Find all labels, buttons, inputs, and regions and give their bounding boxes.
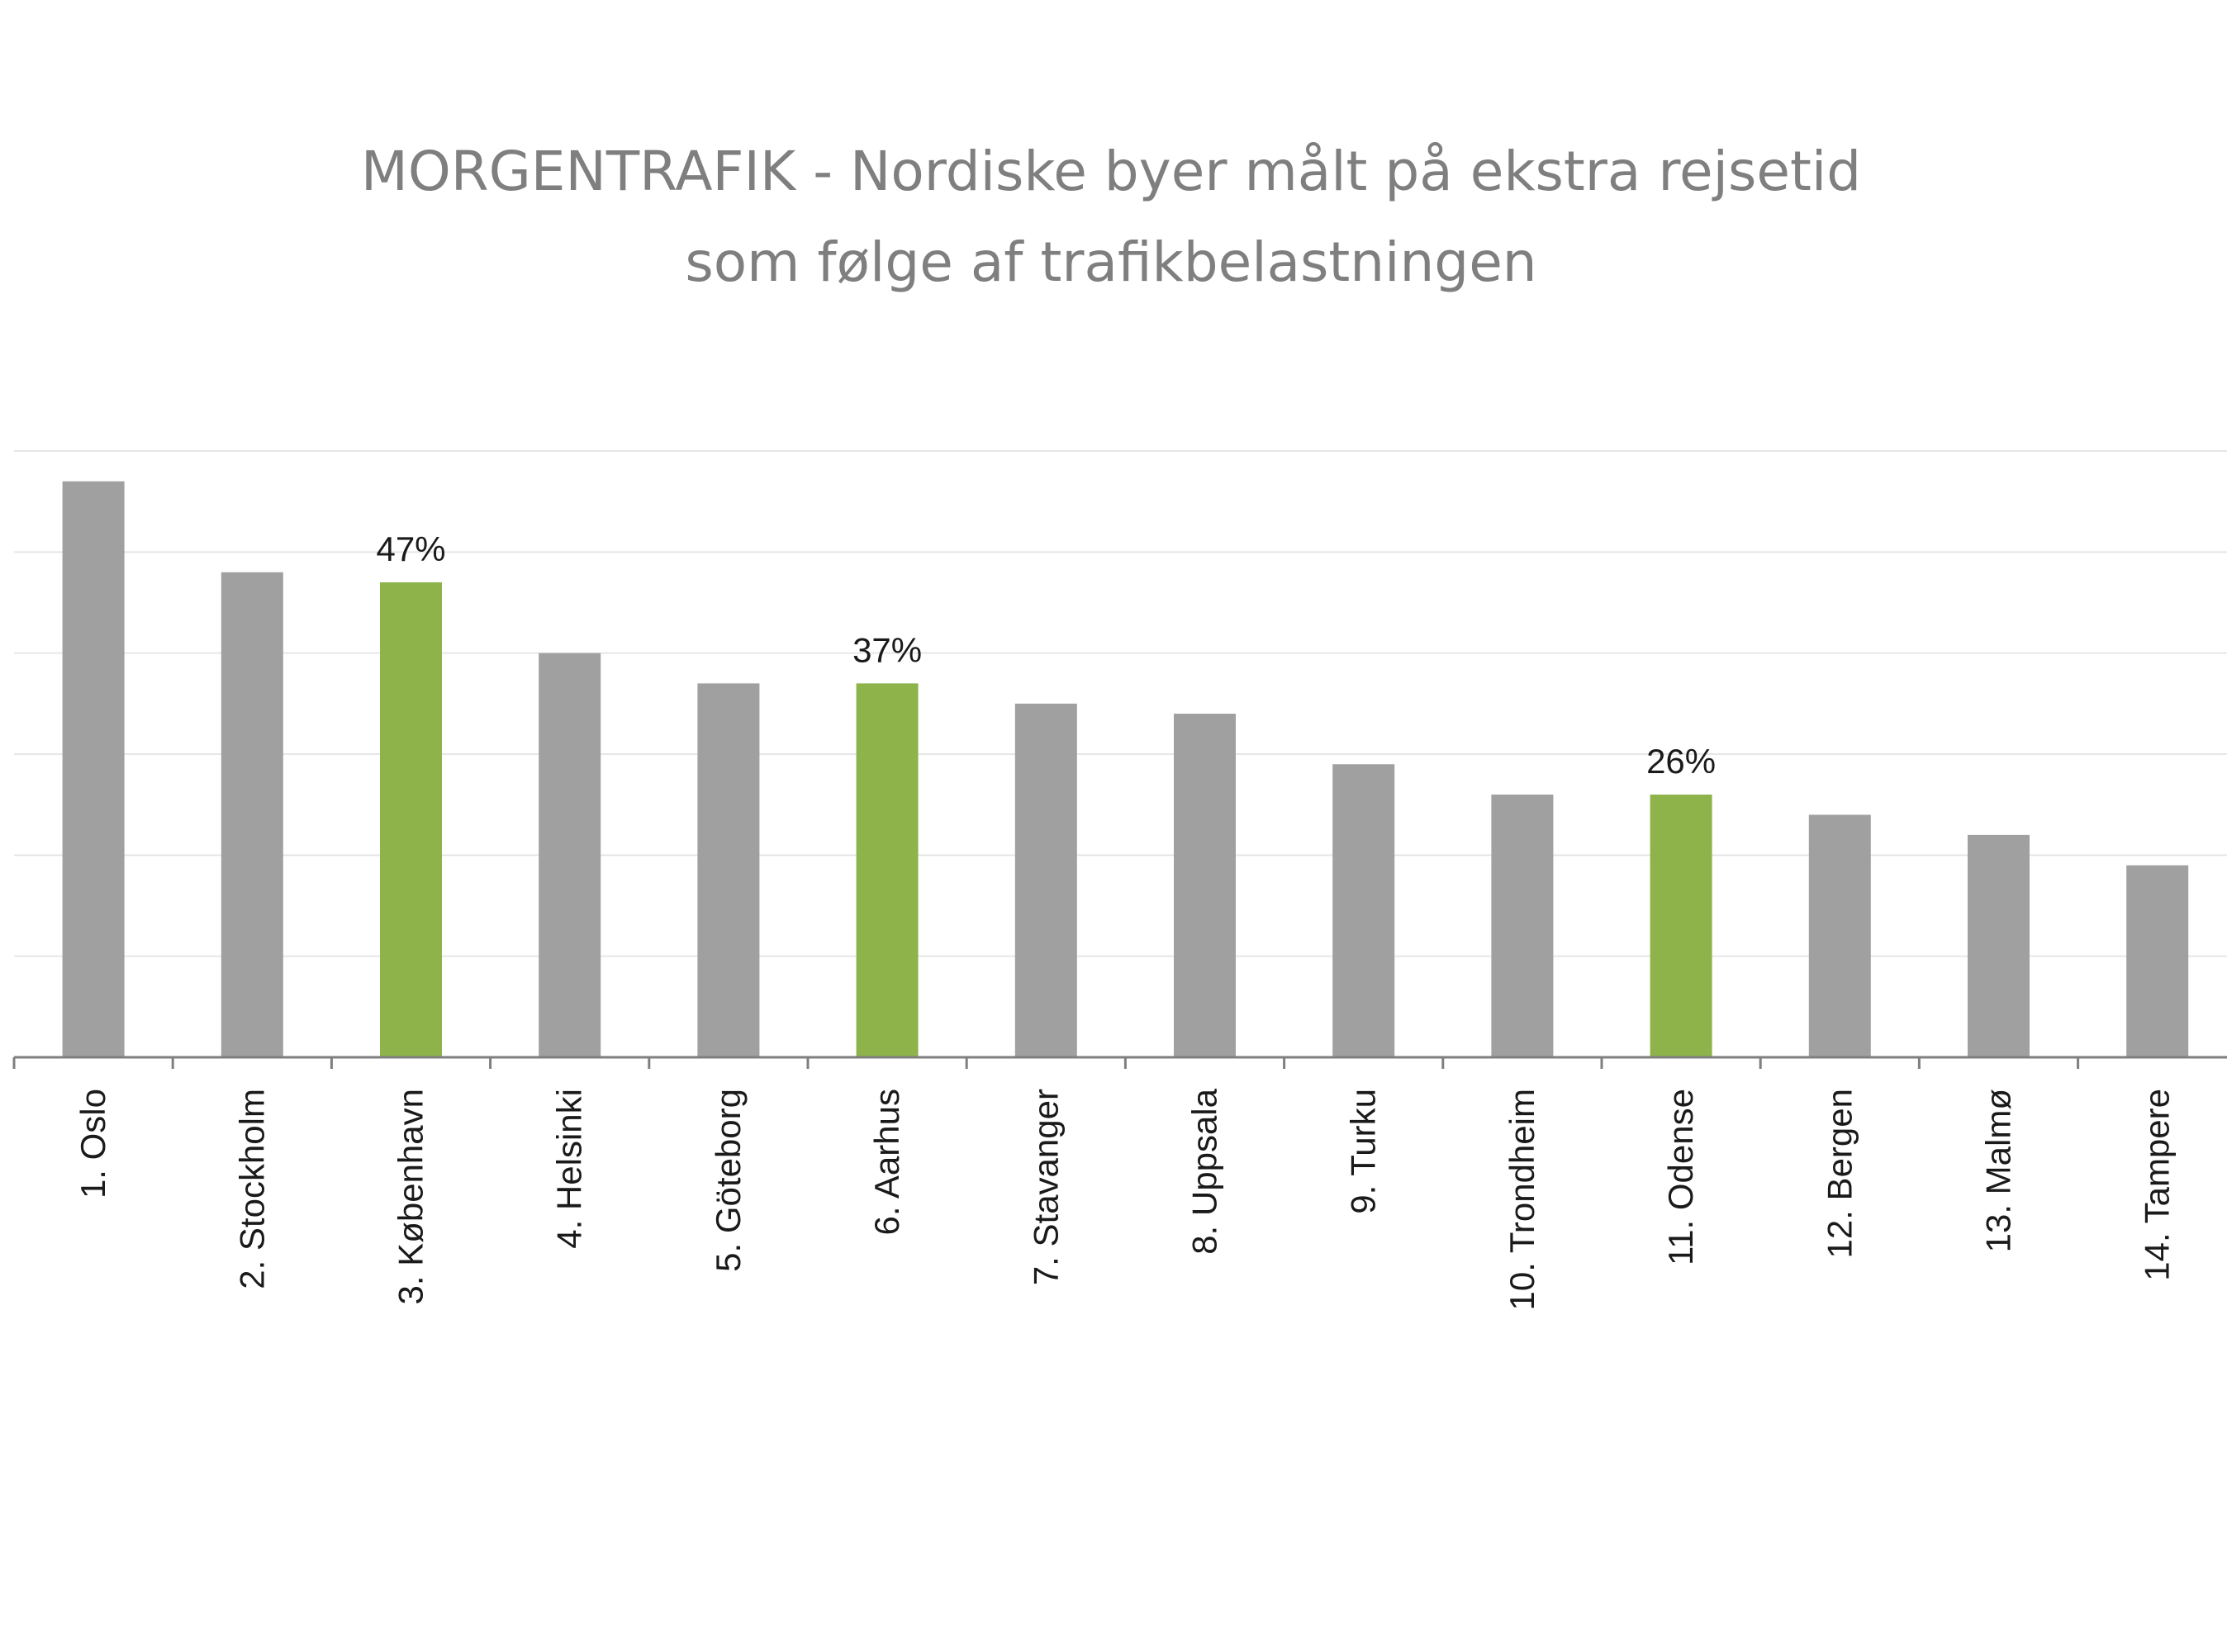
bar: [1014, 703, 1077, 1057]
bar: [1650, 794, 1712, 1057]
data-label: 47%: [376, 529, 445, 568]
x-tick-label: 6. Aarhus: [867, 1089, 906, 1235]
bar: [1808, 814, 1871, 1057]
bar: [1174, 714, 1236, 1057]
bar: [62, 481, 125, 1057]
x-tick-label: 3. København: [392, 1089, 430, 1305]
x-axis: [12, 1056, 2227, 1069]
x-tick-label: 1. Oslo: [74, 1089, 112, 1199]
bars: [62, 481, 2189, 1057]
bar: [697, 683, 760, 1057]
x-tick-label: 11. Odense: [1661, 1089, 1700, 1265]
bar: [1332, 764, 1395, 1057]
bar: [539, 653, 601, 1057]
x-tick-label: 12. Bergen: [1820, 1089, 1859, 1259]
data-label: 26%: [1646, 742, 1716, 781]
bar: [856, 683, 919, 1057]
bar: [380, 582, 442, 1057]
bar: [221, 572, 283, 1057]
x-tick-label: 8. Uppsala: [1185, 1088, 1224, 1254]
x-tick-label: 14. Tampere: [2138, 1089, 2177, 1281]
bar: [2126, 865, 2189, 1057]
x-tick-label: 7. Stavanger: [1026, 1089, 1065, 1285]
data-labels: 47% 37% 26%: [376, 529, 1716, 781]
x-tick-label: 10. Trondheim: [1503, 1089, 1541, 1311]
bar: [1491, 794, 1554, 1057]
x-tick-label: 2. Stockholm: [232, 1089, 271, 1289]
chart-title: MORGENTRAFIK - Nordiske byer målt på eks…: [361, 140, 1861, 294]
bar: [1968, 834, 2030, 1057]
gridlines: [14, 450, 2227, 957]
x-tick-labels: 1. Oslo 2. Stockholm 3. København 4. Helsin…: [74, 1088, 2177, 1310]
x-tick-label: 13. Malmø: [1979, 1089, 2018, 1252]
x-tick-label: 5. Göteborg: [709, 1089, 748, 1272]
x-tick-label: 9. Turku: [1344, 1089, 1383, 1214]
chart-title-line-1: MORGENTRAFIK - Nordiske byer målt på eks…: [361, 140, 1861, 203]
x-tick-label: 4. Helsinki: [550, 1089, 589, 1249]
data-label: 37%: [852, 630, 922, 669]
chart-title-line-2: som følge af trafikbelastningen: [685, 230, 1536, 294]
